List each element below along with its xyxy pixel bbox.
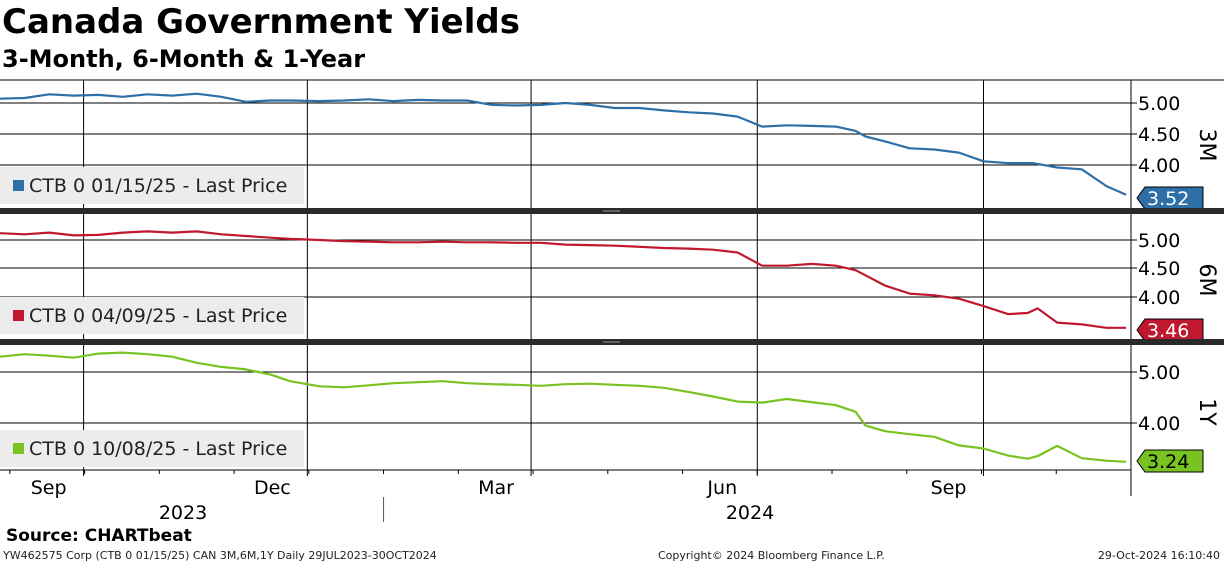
- legend-box: [0, 167, 304, 204]
- y-tick-label: 4.00: [1138, 287, 1180, 309]
- last-value-label: 3.46: [1147, 320, 1189, 342]
- y-tick-label: 4.00: [1138, 413, 1180, 435]
- legend-swatch: [13, 180, 24, 191]
- x-tick-label: Jun: [706, 477, 737, 499]
- ticker-info: YW462575 Corp (CTB 0 01/15/25) CAN 3M,6M…: [3, 549, 437, 562]
- legend-label: CTB 0 10/08/25 - Last Price: [29, 438, 287, 460]
- legend-label: CTB 0 01/15/25 - Last Price: [29, 175, 287, 197]
- series-line-1Y: [0, 351, 1127, 463]
- axis-label-3M: 3M: [1194, 129, 1219, 162]
- x-tick-label: Sep: [931, 477, 967, 499]
- legend-swatch: [13, 443, 24, 454]
- legend-box: [0, 297, 304, 334]
- chart-subtitle: 3-Month, 6-Month & 1-Year: [2, 45, 366, 73]
- timestamp: 29-Oct-2024 16:10:40: [1097, 549, 1220, 562]
- x-tick-label: Mar: [478, 477, 514, 499]
- y-tick-label: 4.50: [1138, 124, 1180, 146]
- source-label: Source: CHARTbeat: [6, 526, 192, 546]
- y-tick-label: 4.00: [1138, 155, 1180, 177]
- x-tick-label: Sep: [31, 477, 67, 499]
- y-tick-label: 5.00: [1138, 230, 1180, 252]
- y-tick-label: 5.00: [1138, 362, 1180, 384]
- y-tick-label: 4.50: [1138, 258, 1180, 280]
- series-line-3M: [0, 92, 1127, 196]
- last-value-tag: [1136, 186, 1204, 210]
- legend-box: [0, 430, 304, 467]
- year-label: 2024: [726, 502, 774, 524]
- legend-label: CTB 0 04/09/25 - Last Price: [29, 305, 287, 327]
- copyright-text: Copyright© 2024 Bloomberg Finance L.P.: [658, 549, 885, 562]
- x-tick-label: Dec: [254, 477, 291, 499]
- last-value-label: 3.52: [1147, 188, 1189, 210]
- y-tick-label: 5.00: [1138, 93, 1180, 115]
- year-label: 2023: [159, 502, 207, 524]
- series-line-6M: [0, 230, 1127, 329]
- legend-swatch: [13, 310, 24, 321]
- last-value-tag: [1136, 449, 1204, 473]
- chart-title: Canada Government Yields: [2, 2, 520, 42]
- axis-label-6M: 6M: [1194, 264, 1219, 297]
- axis-label-1Y: 1Y: [1194, 398, 1219, 426]
- last-value-label: 3.24: [1147, 451, 1189, 473]
